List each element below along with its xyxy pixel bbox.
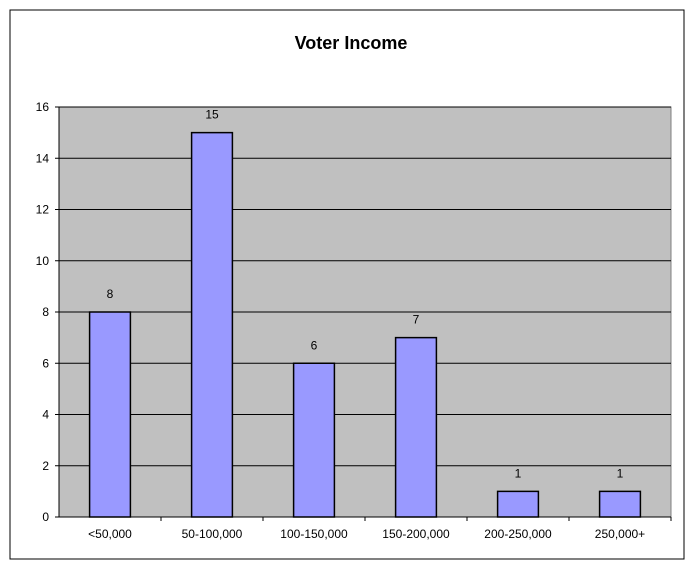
data-label: 15 — [205, 108, 219, 122]
data-label: 1 — [617, 466, 624, 480]
x-axis: <50,000 50-100,000 100-150,000 150-200,000 2… — [59, 516, 672, 541]
data-label: 6 — [311, 338, 318, 352]
chart-title: Voter Income — [295, 33, 408, 53]
x-tick-label: <50,000 — [88, 527, 132, 541]
y-tick-label: 10 — [36, 254, 50, 268]
bar — [88, 311, 132, 518]
y-tick-label: 2 — [42, 459, 49, 473]
x-tick-label: 200-250,000 — [484, 527, 552, 541]
gridlines — [59, 106, 671, 467]
x-tick-label: 150-200,000 — [382, 527, 450, 541]
y-axis: 0 2 4 6 8 10 12 14 16 — [36, 100, 60, 524]
bar — [190, 131, 234, 518]
y-tick-label: 12 — [36, 203, 50, 217]
data-labels: 8 15 6 7 1 1 — [107, 108, 624, 481]
x-tick-label: 50-100,000 — [182, 527, 243, 541]
data-label: 8 — [107, 287, 114, 301]
y-tick-label: 6 — [42, 356, 49, 370]
y-tick-label: 16 — [36, 100, 50, 114]
y-tick-label: 4 — [42, 408, 49, 422]
bar — [394, 336, 438, 518]
x-tick-label: 100-150,000 — [280, 527, 348, 541]
bar — [496, 490, 540, 518]
y-tick-label: 8 — [42, 305, 49, 319]
x-tick-label: 250,000+ — [595, 527, 645, 541]
bar — [292, 362, 336, 518]
y-tick-label: 0 — [42, 510, 49, 524]
bar — [598, 490, 642, 518]
data-label: 7 — [413, 313, 420, 327]
bars — [88, 131, 642, 518]
data-label: 1 — [515, 466, 522, 480]
y-tick-label: 14 — [36, 151, 50, 165]
